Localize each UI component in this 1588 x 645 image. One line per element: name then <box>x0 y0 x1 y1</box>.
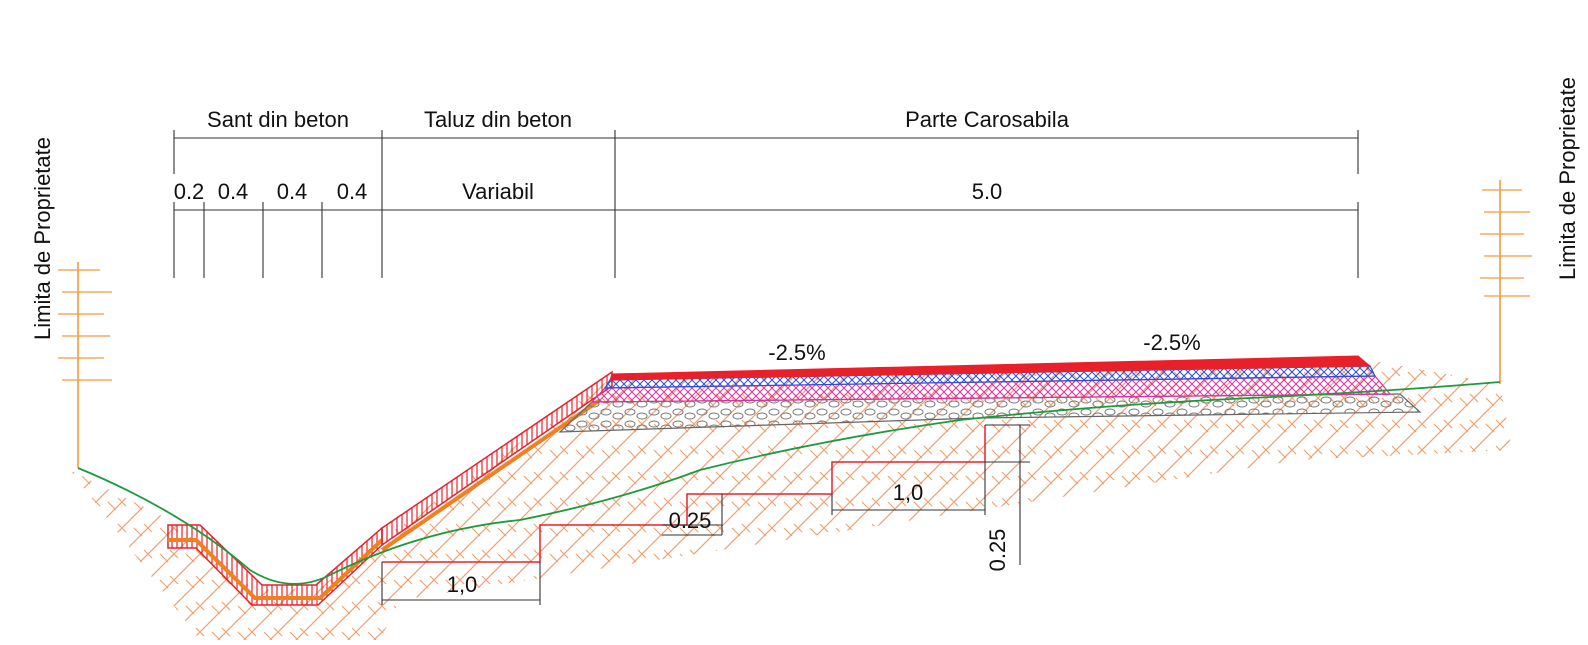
width-d1: 0.2 <box>174 179 205 204</box>
right-property-limit-label: Limita de Proprietate <box>1555 77 1580 280</box>
slope-section-label: Taluz din beton <box>424 107 572 132</box>
dimension-lines <box>173 130 1359 278</box>
carriageway-section-label: Parte Carosabila <box>905 107 1070 132</box>
slope-right-label: -2.5% <box>1143 330 1200 355</box>
left-property-limit-label: Limita de Proprietate <box>30 137 55 340</box>
asphalt-layer <box>609 355 1372 381</box>
step-height-2: 0.25 <box>985 529 1010 572</box>
width-d4: 0.4 <box>337 179 368 204</box>
existing-ground-line <box>77 381 1501 585</box>
width-d2: 0.4 <box>218 179 249 204</box>
step-width-2: 1,0 <box>893 480 924 505</box>
left-property-limit <box>58 262 112 468</box>
width-d3: 0.4 <box>277 179 308 204</box>
right-property-limit <box>1480 180 1532 384</box>
gravel-layer <box>558 393 1422 433</box>
step-height-1: 0.25 <box>669 508 712 533</box>
ditch-section-label: Sant din beton <box>207 107 349 132</box>
soil-body <box>70 360 1512 640</box>
width-carriageway: 5.0 <box>972 179 1003 204</box>
slope-left-label: -2.5% <box>768 340 825 365</box>
pavement-layers <box>558 355 1422 433</box>
excavation-steps <box>382 425 986 563</box>
width-slope: Variabil <box>462 179 534 204</box>
step-dimensions <box>381 424 1030 605</box>
step-width-1: 1,0 <box>447 572 478 597</box>
